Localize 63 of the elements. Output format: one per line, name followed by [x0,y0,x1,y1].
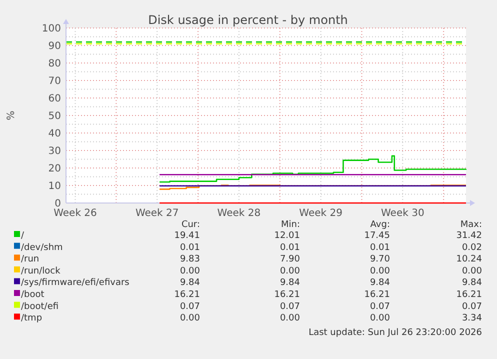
text: 0.01 [280,242,300,253]
text: 16.21 [364,290,390,300]
text: 9.84 [180,278,200,288]
text: 0.07 [280,302,300,312]
text: 0.07 [180,302,200,312]
text: 16.21 [274,290,300,300]
text: 0.00 [462,266,482,276]
text: 0.00 [180,314,200,324]
text: 0.07 [370,302,390,312]
y-tick-label: 100 [42,24,61,34]
text: Avg: [370,220,390,230]
text: 0.00 [280,266,300,276]
text: 0.07 [462,302,482,312]
text: 17.45 [364,231,390,241]
text: 0.00 [370,314,390,324]
text: 10.24 [456,254,482,265]
legend-label: /run/lock [21,266,62,276]
text: 9.83 [180,254,200,265]
text: 0.00 [280,314,300,324]
legend-label: /run [21,254,40,265]
text: 19.41 [174,231,200,241]
legend-label: /sys/firmware/efi/efivars [21,278,130,288]
text: Cur: [181,220,200,230]
text: 31.42 [456,231,482,241]
text: 16.21 [456,290,482,300]
text: 16.21 [174,290,200,300]
text: 0.02 [462,242,482,253]
text: 9.84 [462,278,482,288]
text: 9.84 [280,278,300,288]
text: 9.84 [370,278,390,288]
text: 3.34 [462,314,482,324]
y-tick-label: 50 [48,111,61,122]
legend-label: / [21,231,25,241]
legend-label: /boot [21,290,45,300]
text: 12.01 [274,231,300,241]
legend-label: /boot/efi [21,302,59,312]
chart-title: Disk usage in percent - by month [148,13,348,27]
text: 0.00 [370,266,390,276]
text: Max: [460,220,482,230]
y-tick-label: 60 [48,94,61,104]
y-tick-label: 0 [54,198,61,210]
y-tick-label: 70 [48,76,61,87]
text: 9.70 [370,254,390,265]
x-tick-label: Week 28 [217,208,261,219]
text: 0.00 [180,266,200,276]
y-tick-label: 40 [48,128,61,140]
text: Last update: Sun Jul 26 23:20:00 2026 [308,328,482,338]
x-tick-label: Week 26 [54,208,97,219]
y-tick-label: 10 [48,181,61,192]
text: 7.90 [280,254,300,265]
y-tick-label: 80 [48,58,61,70]
y-axis-title: % [6,110,17,120]
y-tick-label: 30 [48,146,61,157]
legend-label: /dev/shm [21,242,63,253]
y-tick-label: 90 [48,41,61,52]
x-tick-label: Week 29 [299,208,342,219]
text: 0.01 [180,242,200,253]
text: 0.01 [370,242,390,253]
x-tick-label: Week 27 [135,208,179,219]
legend-label: /tmp [21,314,42,324]
y-tick-label: 20 [48,164,61,174]
x-tick-label: Week 30 [381,208,424,219]
text: Min: [280,220,300,230]
